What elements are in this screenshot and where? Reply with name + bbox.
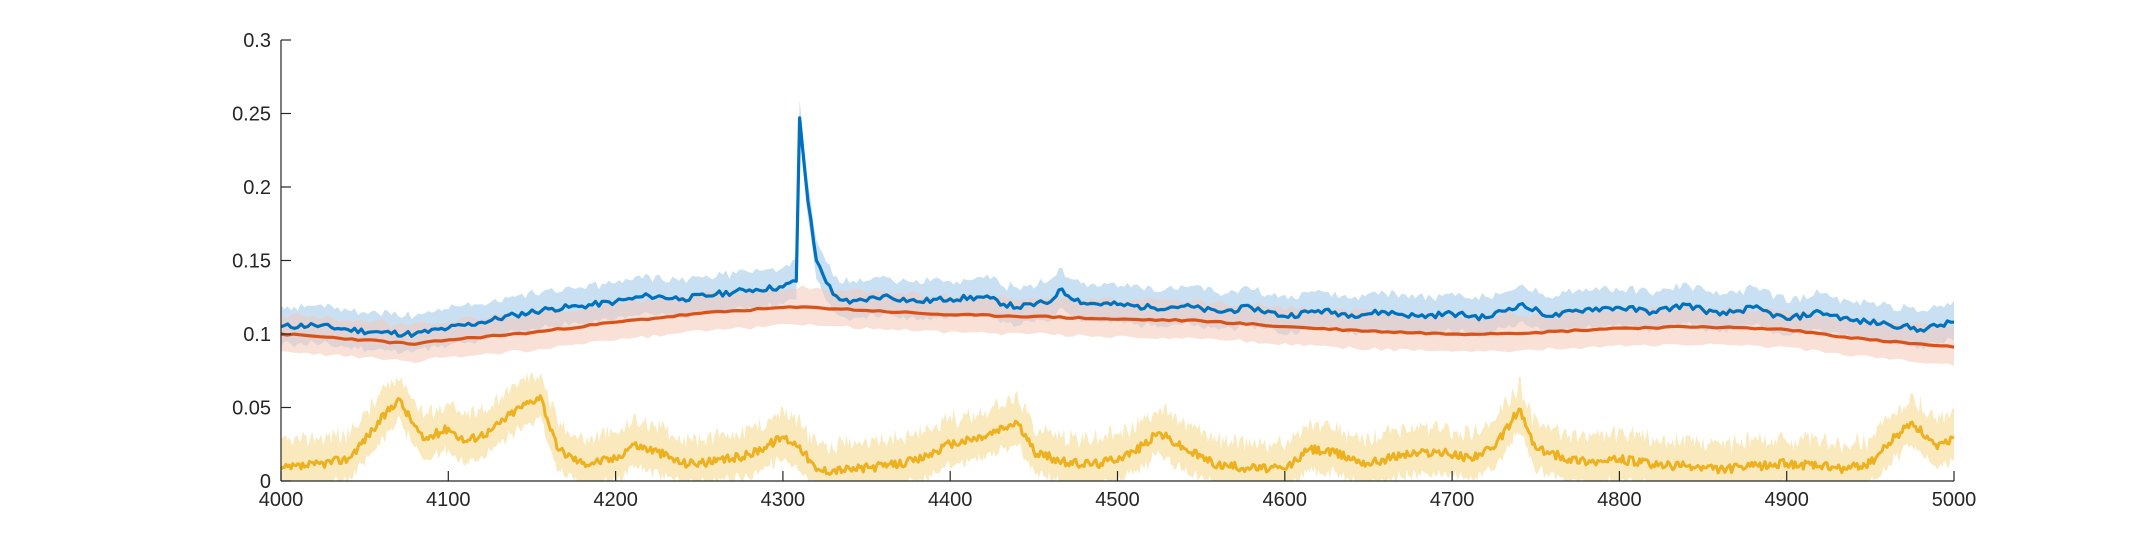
x-tick-label: 4300 — [761, 489, 806, 511]
series-3-band — [281, 371, 1954, 481]
y-tick-label: 0.05 — [232, 398, 271, 420]
y-tick-label: 0.15 — [232, 251, 271, 273]
y-tick-label: 0.25 — [232, 104, 271, 126]
x-tick-label: 4700 — [1430, 489, 1475, 511]
y-tick-label: 0.3 — [243, 30, 271, 52]
y-tick-label: 0.2 — [243, 177, 271, 199]
x-tick-label: 5000 — [1932, 489, 1977, 511]
series-1-band — [281, 99, 1954, 355]
series-3-line — [279, 394, 1955, 476]
x-tick-label: 4500 — [1095, 489, 1140, 511]
series-lines — [279, 116, 1955, 476]
y-axis-ticks: 0 0.05 0.1 0.15 0.2 0.25 0.3 — [232, 30, 291, 493]
x-tick-label: 4900 — [1764, 489, 1809, 511]
x-tick-label: 4200 — [593, 489, 638, 511]
x-tick-label: 4000 — [259, 489, 304, 511]
series-1-line — [280, 116, 1955, 338]
x-axis-ticks: 4000 4100 4200 4300 4400 4500 4600 4700 4800 4900… — [259, 471, 1977, 511]
x-tick-label: 4100 — [426, 489, 471, 511]
x-tick-label: 4600 — [1263, 489, 1308, 511]
x-tick-label: 4800 — [1597, 489, 1642, 511]
x-tick-label: 4400 — [928, 489, 973, 511]
confidence-bands — [281, 99, 1954, 481]
series-2-band — [281, 285, 1954, 366]
series-2-line — [280, 305, 1955, 349]
y-tick-label: 0 — [260, 471, 271, 493]
y-tick-label: 0.1 — [243, 324, 271, 346]
